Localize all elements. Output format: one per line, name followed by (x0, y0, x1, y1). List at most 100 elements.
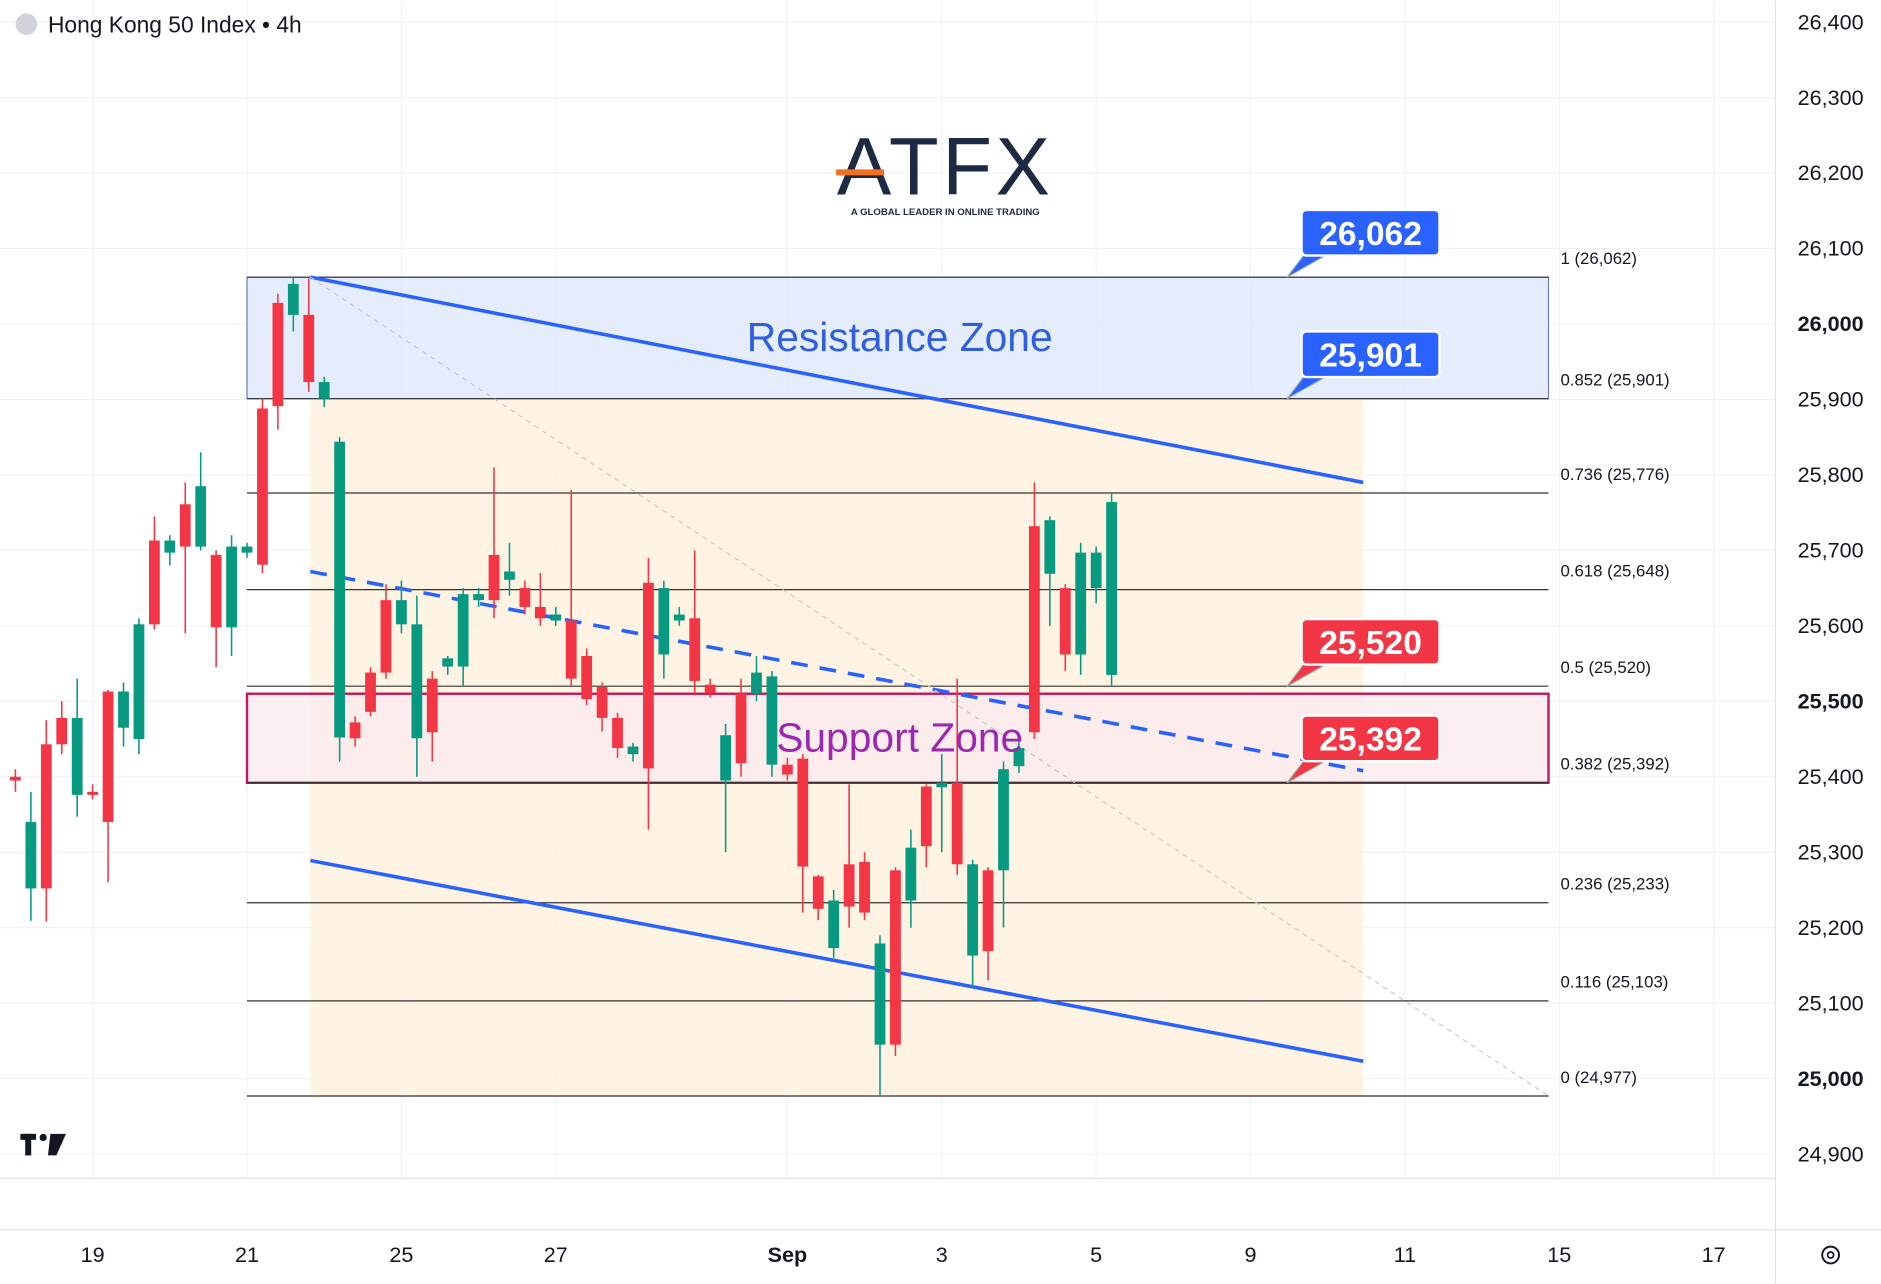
candle-body (318, 382, 330, 399)
settings-icon[interactable] (1821, 1245, 1840, 1265)
x-tick-label: 27 (544, 1242, 568, 1267)
candle-body (457, 594, 469, 667)
callout-box (1300, 714, 1441, 763)
annotations: 1 (26,062) 0.852 (25,901) 0.736 (25,776) 0.… (245, 249, 1670, 1097)
candle-body (133, 624, 145, 740)
y-tick-label: 26,200 (1798, 160, 1864, 185)
candle-body (226, 546, 237, 628)
trend-line (309, 276, 1549, 1097)
y-tick-label: 25,000 (1798, 1066, 1864, 1091)
zone-label: Resistance Zone (747, 314, 1053, 360)
candle-body (673, 614, 685, 621)
y-tick-label: 26,000 (1798, 311, 1864, 336)
candle-body (720, 735, 732, 781)
candle-body (658, 588, 670, 655)
symbol-icon[interactable] (15, 13, 38, 35)
candle-body (843, 864, 855, 907)
fib-label: 1 (26,062) (1560, 249, 1637, 268)
candle-body (87, 791, 99, 795)
candle-body (1075, 552, 1087, 655)
candle-body (982, 870, 994, 952)
fib-label: 0.382 (25,392) (1560, 755, 1669, 774)
candle-body (164, 540, 176, 553)
candle-body (334, 441, 346, 738)
y-tick-label: 25,600 (1798, 613, 1864, 638)
fib-label: 0.5 (25,520) (1560, 658, 1650, 677)
candle-body (303, 314, 315, 383)
fib-label: 0.116 (25,103) (1560, 973, 1668, 992)
candle-body (751, 672, 762, 694)
callout-box (1300, 208, 1441, 257)
logo-tagline: A GLOBAL LEADER IN ONLINE TRADING (851, 207, 1040, 218)
candle-body (349, 722, 361, 739)
candle-body (1106, 502, 1117, 675)
tv-logo (20, 1133, 66, 1156)
candle-body (1028, 526, 1040, 733)
trend-line (309, 858, 1364, 1064)
candle-body (550, 614, 562, 621)
settings-ring[interactable] (1821, 1245, 1840, 1265)
candle-body (689, 618, 701, 681)
callout-label: 26,062 (1319, 216, 1422, 253)
candle-body (998, 769, 1009, 871)
y-tick-label: 24,900 (1798, 1141, 1864, 1166)
candle-body (56, 717, 68, 745)
candle-body (380, 600, 392, 673)
callout-label: 25,520 (1319, 625, 1422, 662)
candle-body (504, 571, 515, 580)
chart-title: Hong Kong 50 Index • 4h (48, 12, 302, 38)
y-tick-label: 25,400 (1798, 764, 1864, 789)
x-tick-label: 9 (1245, 1242, 1257, 1267)
candle-body (118, 691, 129, 728)
candle-body (735, 693, 747, 764)
candle-body (890, 870, 901, 1045)
candle-body (71, 717, 83, 795)
candle-body (704, 684, 716, 693)
trend-line (309, 569, 1364, 773)
candle-body (148, 540, 160, 625)
callout-box (1300, 617, 1441, 666)
y-tick-label: 25,100 (1798, 990, 1864, 1015)
candle-body (920, 786, 932, 847)
x-tick-label: 21 (235, 1242, 259, 1267)
candle-body (781, 764, 793, 775)
candle-body (828, 900, 840, 949)
candle-body (1059, 588, 1071, 655)
logo-title: ATFX (837, 122, 1054, 213)
candle-body (936, 782, 948, 788)
candle-body (766, 676, 778, 765)
candle-body (1044, 520, 1056, 574)
x-tick-label: 17 (1702, 1242, 1726, 1267)
x-tick-label: 3 (936, 1242, 948, 1267)
candle-body (627, 746, 639, 755)
x-tick-label: 19 (81, 1242, 105, 1267)
fib-label: 0.852 (25,901) (1560, 370, 1669, 389)
candle-body (272, 302, 284, 407)
y-tick-label: 25,300 (1798, 839, 1864, 864)
candle-body (643, 582, 654, 769)
candle-body (1013, 748, 1025, 767)
fib-label: 0 (24,977) (1560, 1068, 1637, 1087)
candle-body (519, 588, 531, 607)
settings-dot[interactable] (1826, 1251, 1835, 1259)
candle-body (534, 606, 546, 619)
zone-label: Support Zone (776, 714, 1023, 760)
y-tick-label: 25,800 (1798, 462, 1864, 487)
candle-body (195, 486, 207, 547)
candle-body (565, 620, 577, 679)
tv-logo-part (25, 1133, 32, 1156)
x-tick-label: 11 (1394, 1242, 1416, 1267)
candle-body (102, 691, 114, 823)
candle-body (812, 876, 824, 909)
callout-label: 25,901 (1319, 337, 1422, 374)
candle-body (241, 546, 253, 553)
candle-body (179, 504, 191, 547)
x-tick-label: 15 (1547, 1242, 1571, 1267)
candle-body (596, 686, 608, 718)
x-tick-label: 25 (389, 1242, 413, 1267)
callout-label: 25,392 (1319, 721, 1422, 758)
candle-body (905, 847, 917, 901)
callout-box (1300, 330, 1441, 379)
